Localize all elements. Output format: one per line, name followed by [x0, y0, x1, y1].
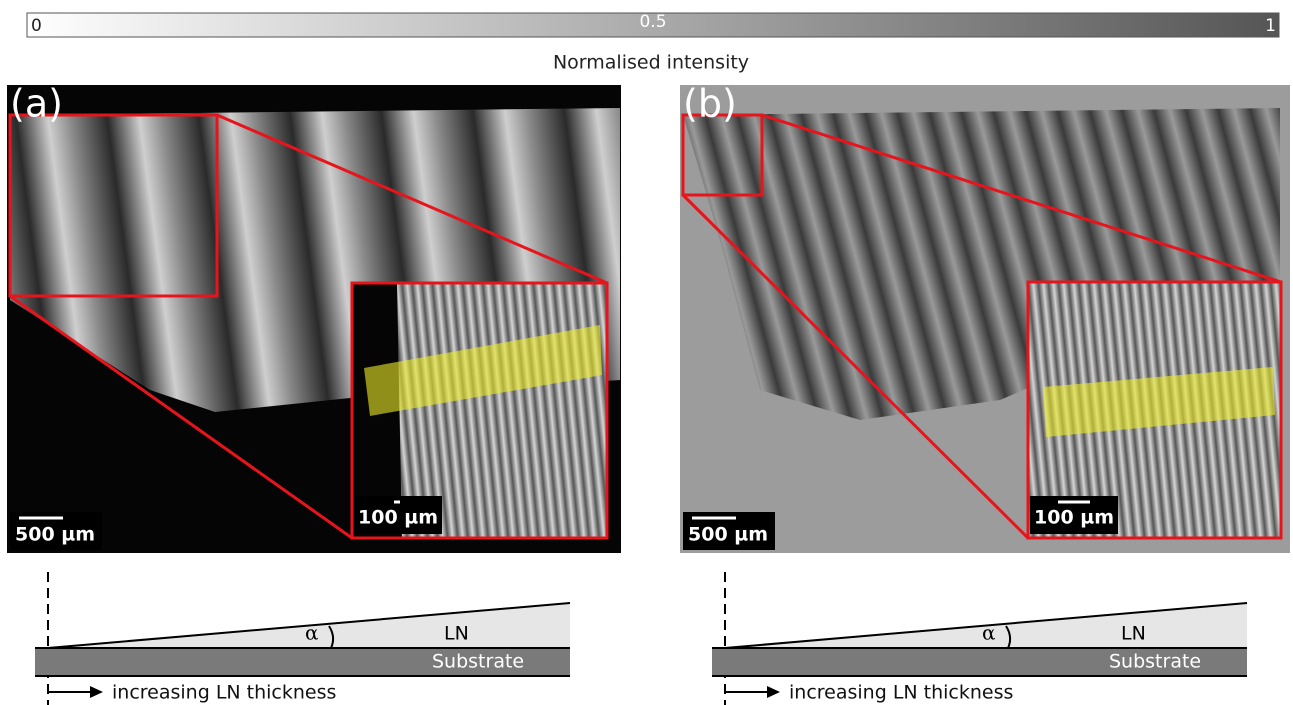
scale-bar-label: 100 µm: [1034, 507, 1114, 529]
arrow-head: [90, 686, 103, 698]
angle-label: α: [305, 621, 319, 645]
layer-label: LN: [1121, 623, 1146, 645]
scale-bar-label: 500 µm: [15, 524, 95, 546]
panel-label: (b): [683, 82, 737, 126]
colorbar-label: Normalised intensity: [553, 52, 749, 74]
colorbar-tick: 0.5: [639, 12, 666, 32]
panel-label: (a): [10, 82, 63, 126]
scale-bar-label: 500 µm: [688, 524, 768, 546]
substrate-label: Substrate: [432, 651, 524, 673]
arrow-label: increasing LN thickness: [789, 682, 1013, 704]
scale-bar-label: 100 µm: [358, 507, 438, 529]
layer-label: LN: [444, 623, 469, 645]
arrow-head: [767, 686, 780, 698]
angle-label: α: [982, 621, 996, 645]
arrow-label: increasing LN thickness: [112, 682, 336, 704]
colorbar-tick: 0: [31, 16, 42, 36]
figure: 0 0.5 1 Normalised intensity (a) 500 µm 10…: [0, 0, 1293, 705]
colorbar-tick: 1: [1265, 16, 1276, 36]
page: {"colorbar": {"ticks": ["0", "0.5", "1"]…: [0, 0, 1293, 705]
substrate-label: Substrate: [1109, 651, 1201, 673]
